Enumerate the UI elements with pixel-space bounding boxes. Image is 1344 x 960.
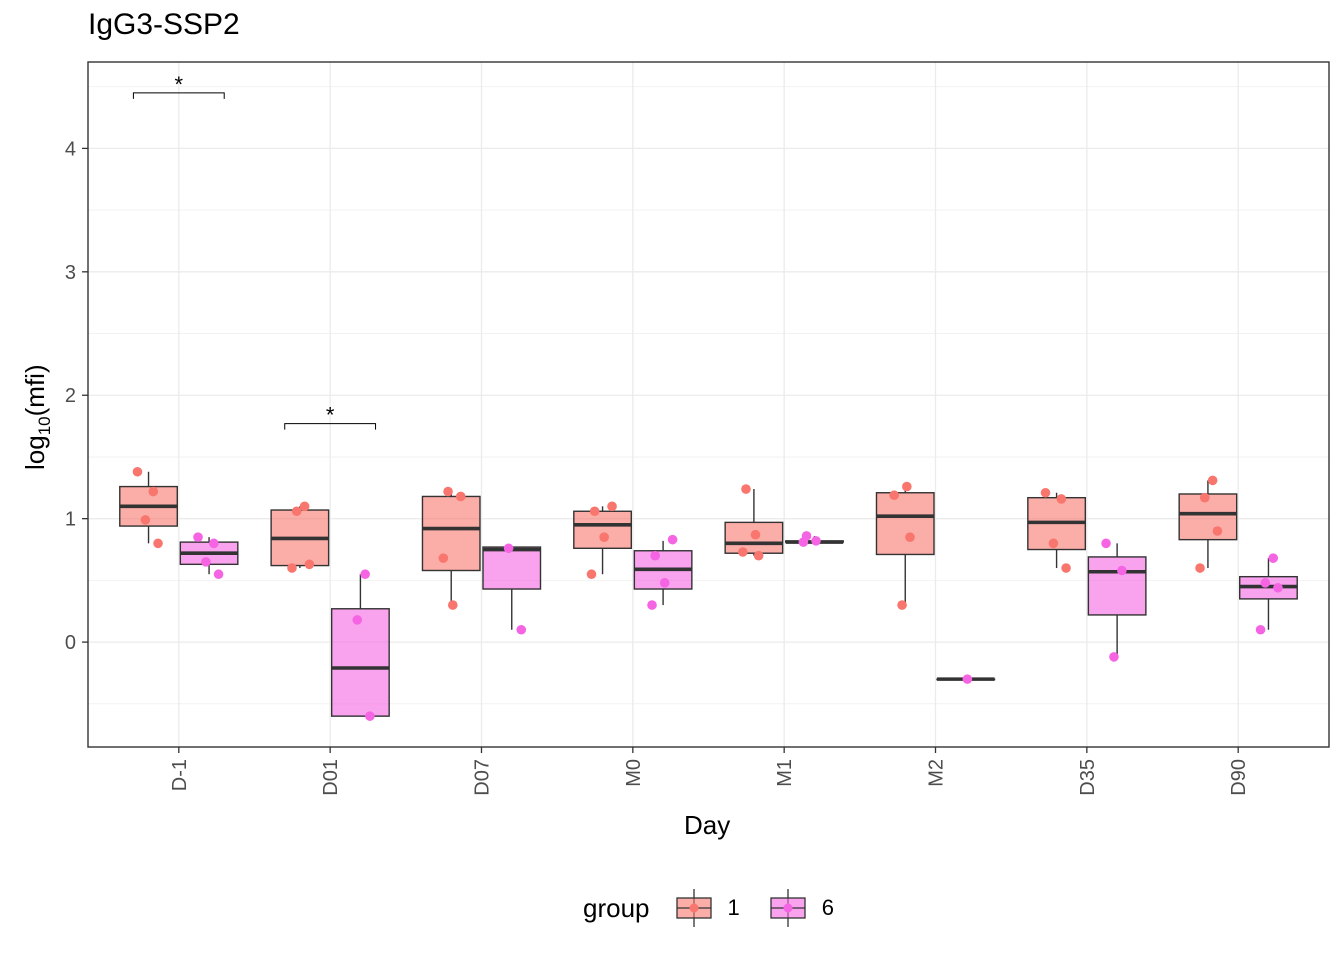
data-point bbox=[438, 553, 449, 563]
data-point bbox=[902, 481, 912, 492]
data-point bbox=[201, 557, 211, 567]
box bbox=[482, 546, 542, 590]
plot-border bbox=[87, 61, 1330, 748]
data-point bbox=[209, 538, 219, 549]
data-point bbox=[1212, 526, 1223, 536]
data-point bbox=[140, 515, 151, 525]
data-point bbox=[599, 532, 609, 542]
data-point bbox=[213, 569, 224, 580]
data-point bbox=[1117, 565, 1127, 576]
data-point bbox=[889, 490, 899, 501]
data-point bbox=[132, 466, 143, 477]
data-point bbox=[1207, 475, 1218, 486]
data-point bbox=[589, 506, 600, 517]
box bbox=[875, 492, 935, 556]
data-point bbox=[1048, 538, 1059, 549]
significance-label: * bbox=[326, 403, 335, 428]
x-axis-label: Day bbox=[684, 810, 731, 840]
data-point bbox=[1199, 492, 1210, 503]
data-point bbox=[448, 600, 458, 610]
x-tick-label: D01 bbox=[320, 759, 342, 796]
data-point bbox=[352, 615, 363, 625]
data-point bbox=[455, 491, 466, 502]
data-point bbox=[1268, 553, 1279, 563]
y-tick-label: 4 bbox=[65, 138, 76, 160]
data-point bbox=[897, 600, 907, 610]
data-point bbox=[287, 563, 297, 573]
x-tick-label: M1 bbox=[774, 759, 796, 787]
box bbox=[1178, 493, 1238, 541]
data-point bbox=[753, 550, 764, 561]
data-point bbox=[650, 550, 660, 561]
y-axis-label: log10(mfi) bbox=[20, 364, 55, 470]
data-point bbox=[741, 484, 751, 494]
legend-label-group-1: 1 bbox=[727, 895, 740, 920]
box bbox=[421, 495, 481, 572]
x-tick-label: D-1 bbox=[169, 759, 191, 791]
data-point bbox=[148, 486, 159, 497]
data-point bbox=[647, 600, 657, 610]
legend-title: group bbox=[583, 892, 650, 923]
y-tick-label: 0 bbox=[65, 632, 76, 654]
x-tick-label: M2 bbox=[926, 759, 948, 787]
chart-title: IgG3-SSP2 bbox=[88, 8, 240, 41]
significance-bracket bbox=[284, 423, 377, 430]
significance-label: * bbox=[175, 72, 184, 97]
data-point bbox=[299, 501, 310, 512]
data-point bbox=[153, 538, 163, 549]
data-point bbox=[750, 529, 761, 540]
plot-panel bbox=[88, 62, 1329, 747]
data-point bbox=[798, 537, 809, 547]
data-point bbox=[360, 569, 370, 580]
legend-key-group-1 bbox=[675, 889, 712, 927]
data-point bbox=[193, 532, 203, 542]
data-point bbox=[667, 534, 678, 545]
box bbox=[573, 510, 633, 549]
legend-label-group-6: 6 bbox=[821, 895, 834, 920]
data-point bbox=[1195, 563, 1205, 573]
data-point bbox=[1273, 582, 1283, 593]
data-point bbox=[1040, 487, 1051, 498]
data-point bbox=[586, 569, 597, 580]
data-point bbox=[291, 506, 302, 517]
data-point bbox=[738, 547, 748, 557]
y-tick-label: 3 bbox=[65, 262, 76, 284]
data-point bbox=[1061, 563, 1071, 573]
data-point bbox=[365, 711, 375, 721]
data-point bbox=[304, 559, 315, 570]
significance-bracket bbox=[132, 92, 225, 99]
data-point bbox=[1255, 624, 1266, 635]
data-point bbox=[1056, 494, 1067, 504]
x-tick-label: D90 bbox=[1228, 759, 1250, 796]
legend-key-group-6 bbox=[770, 889, 806, 927]
data-point bbox=[1101, 538, 1111, 549]
data-point bbox=[516, 624, 527, 635]
data-point bbox=[905, 532, 915, 542]
y-axis-label-text: log10(mfi) bbox=[20, 364, 55, 470]
box bbox=[330, 608, 390, 717]
data-point bbox=[811, 536, 821, 546]
data-point bbox=[503, 543, 514, 554]
data-point bbox=[1260, 578, 1271, 588]
box bbox=[1087, 556, 1147, 616]
x-tick-label: M0 bbox=[623, 759, 645, 787]
data-point bbox=[443, 486, 453, 497]
data-point bbox=[1109, 652, 1119, 662]
data-point bbox=[607, 501, 617, 512]
x-tick-label: D07 bbox=[471, 759, 493, 796]
legend: group 1 6 bbox=[583, 888, 860, 928]
x-tick-label: D35 bbox=[1077, 759, 1099, 796]
y-tick-label: 2 bbox=[65, 385, 76, 407]
y-tick-label: 1 bbox=[65, 509, 76, 531]
data-point bbox=[962, 674, 973, 684]
data-point bbox=[659, 578, 670, 588]
